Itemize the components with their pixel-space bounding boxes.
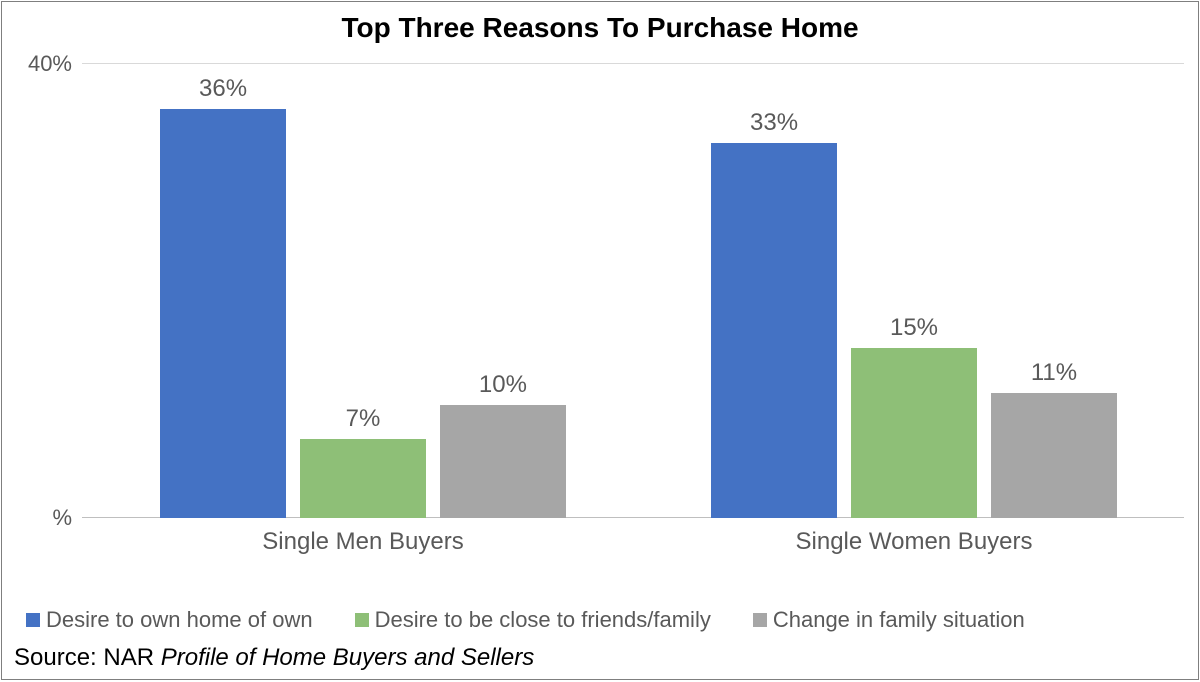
legend-item: Desire to own home of own — [26, 607, 313, 633]
source-citation: Source: NAR Profile of Home Buyers and S… — [14, 644, 534, 672]
source-italic: Profile of Home Buyers and Sellers — [161, 644, 535, 671]
legend-swatch — [355, 613, 369, 627]
legend-item: Change in family situation — [753, 607, 1025, 633]
x-tick-label: Single Men Buyers — [262, 528, 463, 556]
bar-value-label: 7% — [300, 405, 427, 433]
bar: 11% — [991, 393, 1118, 518]
bar-value-label: 10% — [440, 371, 567, 399]
y-tick-label: 40% — [28, 51, 72, 77]
bar-value-label: 15% — [851, 314, 978, 342]
bar-value-label: 33% — [711, 109, 838, 137]
x-tick-label: Single Women Buyers — [796, 528, 1033, 556]
bar: 7% — [300, 439, 427, 518]
y-tick-label: % — [52, 505, 72, 531]
bar: 15% — [851, 348, 978, 518]
bar: 10% — [440, 405, 567, 519]
bar: 33% — [711, 143, 838, 518]
plot-area: %40%36%7%10%Single Men Buyers33%15%11%Si… — [82, 64, 1184, 518]
chart-title: Top Three Reasons To Purchase Home — [2, 12, 1198, 44]
bar-value-label: 11% — [991, 359, 1118, 387]
legend: Desire to own home of own Desire to be cl… — [26, 607, 1025, 633]
gridline — [82, 63, 1184, 64]
legend-label: Desire to own home of own — [46, 607, 313, 633]
legend-item: Desire to be close to friends/family — [355, 607, 711, 633]
legend-swatch — [26, 613, 40, 627]
legend-swatch — [753, 613, 767, 627]
legend-label: Change in family situation — [773, 607, 1025, 633]
bar-value-label: 36% — [160, 75, 287, 103]
source-prefix: Source: NAR — [14, 644, 161, 671]
legend-label: Desire to be close to friends/family — [375, 607, 711, 633]
bar: 36% — [160, 109, 287, 518]
chart-frame: Top Three Reasons To Purchase Home %40%3… — [1, 1, 1199, 680]
